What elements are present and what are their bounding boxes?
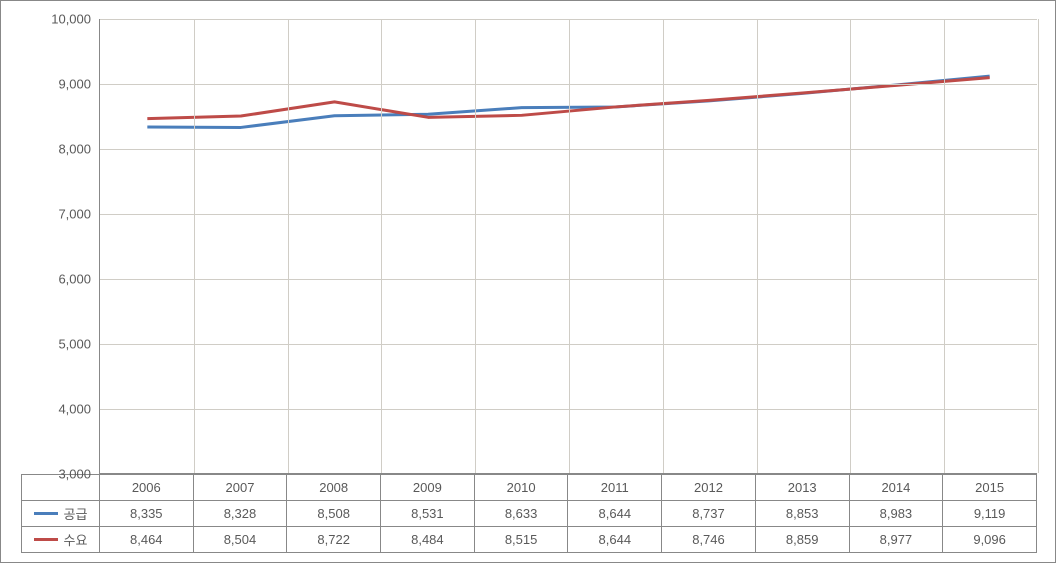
x-gridline xyxy=(569,19,570,473)
data-cell: 8,644 xyxy=(568,527,662,553)
year-header: 2014 xyxy=(849,475,943,501)
data-cell: 8,746 xyxy=(662,527,756,553)
year-header: 2011 xyxy=(568,475,662,501)
legend-label: 공급 xyxy=(64,507,88,522)
ytick-label: 8,000 xyxy=(29,142,91,157)
data-cell: 8,508 xyxy=(287,501,381,527)
data-cell: 8,504 xyxy=(193,527,287,553)
data-cell: 8,983 xyxy=(849,501,943,527)
x-gridline xyxy=(381,19,382,473)
data-cell: 8,484 xyxy=(381,527,475,553)
data-cell: 9,096 xyxy=(943,527,1037,553)
ytick-label: 3,000 xyxy=(29,467,91,482)
year-header: 2007 xyxy=(193,475,287,501)
data-cell: 8,859 xyxy=(755,527,849,553)
data-cell: 8,737 xyxy=(662,501,756,527)
ytick-label: 10,000 xyxy=(29,12,91,27)
x-gridline xyxy=(663,19,664,473)
legend-swatch xyxy=(34,538,58,541)
year-header: 2015 xyxy=(943,475,1037,501)
data-cell: 8,853 xyxy=(755,501,849,527)
data-cell: 8,335 xyxy=(99,501,193,527)
ytick-label: 5,000 xyxy=(29,337,91,352)
chart-container: 2006200720082009201020112012201320142015… xyxy=(0,0,1056,563)
legend-swatch xyxy=(34,512,58,515)
data-cell: 8,464 xyxy=(99,527,193,553)
legend-cell: 수요 xyxy=(22,527,100,553)
data-cell: 8,515 xyxy=(474,527,568,553)
data-table: 2006200720082009201020112012201320142015… xyxy=(21,474,1037,553)
data-cell: 9,119 xyxy=(943,501,1037,527)
year-header: 2012 xyxy=(662,475,756,501)
x-gridline xyxy=(194,19,195,473)
year-header: 2006 xyxy=(99,475,193,501)
x-gridline xyxy=(850,19,851,473)
x-gridline xyxy=(1038,19,1039,473)
plot-area xyxy=(99,19,1037,474)
data-cell: 8,531 xyxy=(381,501,475,527)
data-cell: 8,722 xyxy=(287,527,381,553)
table-header-row: 2006200720082009201020112012201320142015 xyxy=(22,475,1037,501)
year-header: 2008 xyxy=(287,475,381,501)
data-cell: 8,644 xyxy=(568,501,662,527)
x-gridline xyxy=(944,19,945,473)
ytick-label: 6,000 xyxy=(29,272,91,287)
ytick-label: 4,000 xyxy=(29,402,91,417)
x-gridline xyxy=(475,19,476,473)
year-header: 2013 xyxy=(755,475,849,501)
legend-cell: 공급 xyxy=(22,501,100,527)
x-gridline xyxy=(288,19,289,473)
data-cell: 8,977 xyxy=(849,527,943,553)
year-header: 2010 xyxy=(474,475,568,501)
ytick-label: 7,000 xyxy=(29,207,91,222)
year-header: 2009 xyxy=(381,475,475,501)
table-row: 수요 8,4648,5048,7228,4848,5158,6448,7468,8… xyxy=(22,527,1037,553)
legend-label: 수요 xyxy=(64,533,88,548)
ytick-label: 9,000 xyxy=(29,77,91,92)
data-cell: 8,328 xyxy=(193,501,287,527)
data-cell: 8,633 xyxy=(474,501,568,527)
table-row: 공급 8,3358,3288,5088,5318,6338,6448,7378,8… xyxy=(22,501,1037,527)
x-gridline xyxy=(757,19,758,473)
